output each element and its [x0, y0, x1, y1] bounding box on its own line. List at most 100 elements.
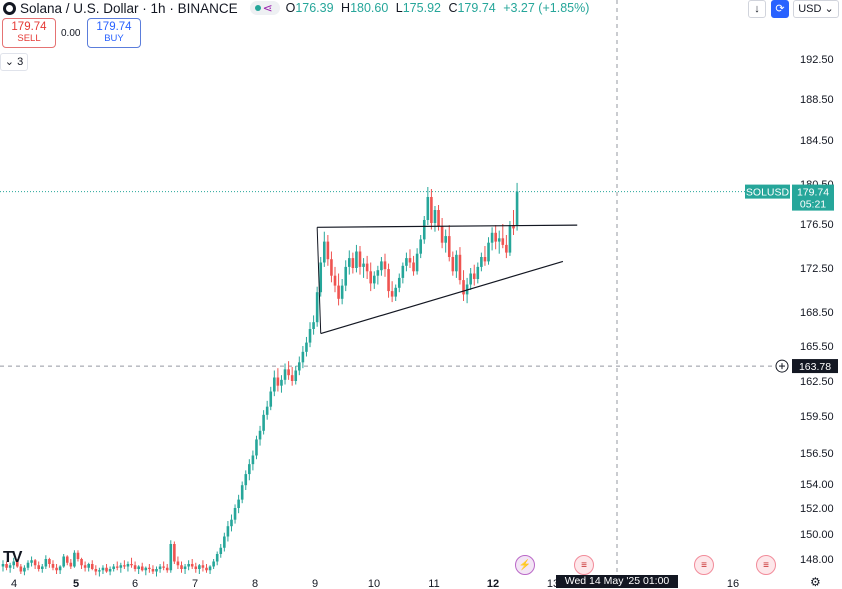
candle-body [315, 292, 319, 323]
candle-body [490, 232, 494, 243]
candle-body [80, 559, 83, 566]
candle-body [426, 197, 430, 220]
bolt-event-icon[interactable]: ⚡ [515, 555, 535, 575]
candle-body [244, 474, 248, 486]
candle-body [415, 253, 419, 272]
y-axis-tick-label: 165.50 [800, 341, 834, 353]
y-axis-tick-label: 188.50 [800, 94, 834, 106]
candle-body [497, 238, 501, 242]
candle-body [137, 566, 140, 569]
x-axis-tick-label: 12 [487, 578, 499, 588]
candle-body [40, 566, 44, 569]
symbol-title[interactable]: Solana / U.S. Dollar · 1h · BINANCE [20, 0, 238, 16]
candle-body [365, 263, 369, 272]
candle-body [380, 261, 383, 271]
market-status-indicator[interactable]: ⋖ [249, 1, 280, 15]
candle-body [505, 244, 508, 253]
candle-body [30, 560, 33, 563]
candle-body [180, 565, 183, 569]
candle-body [344, 266, 348, 286]
candle-body [333, 275, 337, 286]
candle-body [397, 277, 401, 288]
tradingview-logo-icon[interactable]: TV [3, 549, 22, 566]
currency-value: USD [798, 3, 822, 15]
y-axis-tick-label: 192.50 [800, 54, 834, 66]
candle-body [447, 236, 451, 257]
candle-body [5, 564, 8, 568]
candle-body [508, 225, 512, 253]
candle-body [512, 225, 515, 229]
candle-body [501, 238, 505, 245]
candle-body [273, 377, 276, 392]
buy-price: 179.74 [96, 21, 132, 33]
candle-body [23, 567, 26, 572]
y-axis-tick-label: 184.50 [800, 135, 834, 147]
candle-body [44, 559, 48, 567]
share-icon: ⋖ [262, 1, 273, 15]
gear-icon[interactable]: ⚙ [810, 575, 821, 589]
candle-body [280, 379, 283, 386]
sync-button[interactable]: ⟳ [771, 0, 789, 18]
candle-body [65, 556, 69, 563]
sell-button[interactable]: 179.74 SELL [2, 18, 56, 48]
candle-body [408, 258, 412, 263]
candle-body [265, 406, 269, 415]
x-axis-tick-label: 16 [727, 578, 739, 588]
triangle-left-edge [316, 227, 322, 334]
crosshair-date-label: Wed 14 May '25 01:00 [556, 575, 678, 588]
candle-body [347, 258, 351, 267]
x-axis-tick-label: 9 [312, 578, 318, 588]
x-axis-tick-label: 13 [547, 578, 559, 588]
candle-body [62, 556, 65, 567]
candle-body [101, 567, 105, 571]
x-axis-tick-label: 11 [428, 578, 439, 588]
us-flag-event-icon[interactable]: ≡ [756, 555, 776, 575]
candle-body [440, 226, 444, 243]
candle-body [233, 508, 237, 520]
candle-body [105, 567, 108, 572]
us-flag-event-icon[interactable]: ≡ [574, 555, 594, 575]
x-axis-tick-label: 8 [252, 578, 258, 588]
indicators-toggle-button[interactable]: ⌄ 3 [0, 53, 28, 71]
candle-body [94, 569, 98, 572]
candle-body [48, 559, 51, 564]
chart-legend: Solana / U.S. Dollar · 1h · BINANCE ⋖ O1… [0, 0, 593, 16]
candle-body [419, 239, 422, 254]
y-axis-tick-label: 168.50 [800, 307, 834, 319]
candle-body [262, 414, 265, 431]
ohlc-low-value: 175.92 [402, 1, 441, 15]
candle-body [430, 197, 433, 223]
bar-countdown-label: 05:21 [800, 199, 826, 211]
download-button[interactable]: ↓ [748, 0, 766, 18]
us-flag-event-icon[interactable]: ≡ [694, 555, 714, 575]
candle-body [15, 561, 19, 567]
last-price-tag-background [792, 184, 834, 211]
candle-body [8, 565, 12, 568]
candle-body [83, 565, 87, 568]
candle-body [230, 519, 233, 527]
currency-select[interactable]: USD ⌄ [793, 0, 839, 18]
candle-body [355, 251, 358, 268]
buy-button[interactable]: 179.74 BUY [87, 18, 141, 48]
candle-body [323, 241, 326, 263]
candle-body [69, 562, 73, 567]
candle-body [437, 210, 440, 227]
candle-body [458, 254, 462, 281]
y-axis-tick-label: 148.00 [800, 554, 834, 566]
x-axis-tick-label: 7 [192, 578, 198, 588]
candle-body [98, 570, 101, 572]
candle-body [219, 547, 223, 554]
candle-body [119, 565, 123, 568]
candle-body [515, 191, 519, 226]
sell-price: 179.74 [11, 21, 47, 33]
candle-body [26, 562, 30, 568]
candle-body [126, 564, 130, 567]
candle-body [376, 270, 380, 276]
candle-body [469, 273, 472, 285]
candle-body [287, 369, 290, 376]
candle-body [173, 544, 176, 562]
candle-body [422, 220, 426, 240]
candle-body [444, 236, 447, 243]
y-axis-tick-label: 156.50 [800, 448, 834, 460]
